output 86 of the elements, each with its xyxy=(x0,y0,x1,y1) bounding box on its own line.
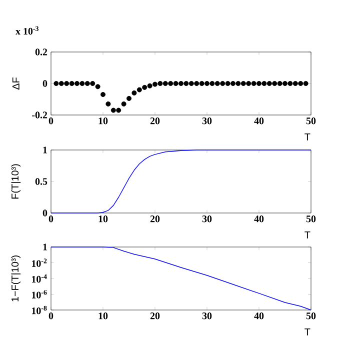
point xyxy=(246,80,252,86)
point xyxy=(84,80,90,86)
point xyxy=(168,80,174,86)
point xyxy=(225,80,230,86)
point xyxy=(54,80,59,86)
point xyxy=(162,80,168,86)
point xyxy=(214,80,220,86)
point xyxy=(204,80,210,86)
y-axis-title: 1−F(T|10³) xyxy=(11,256,21,302)
point xyxy=(282,80,288,86)
point xyxy=(288,80,293,86)
point xyxy=(95,84,100,90)
point xyxy=(256,80,262,86)
point xyxy=(69,80,74,86)
y-tick-label: 10$^{-8}$ xyxy=(32,306,47,314)
point xyxy=(298,80,304,86)
x-tick-label: 40 xyxy=(254,118,264,124)
x-axis-title: T xyxy=(304,328,310,336)
point xyxy=(220,80,226,86)
x-tick-label: 20 xyxy=(150,118,160,124)
point xyxy=(64,80,70,86)
point xyxy=(292,80,298,86)
y-tick-label: 0.5 xyxy=(35,178,48,185)
x-tick-label: 10 xyxy=(98,216,108,222)
y-axis-title: ΔF xyxy=(12,78,20,90)
point xyxy=(90,80,96,86)
point xyxy=(262,80,267,86)
x-tick-label: 20 xyxy=(150,216,160,222)
point xyxy=(194,80,200,86)
point xyxy=(236,80,241,86)
point xyxy=(58,80,64,86)
x-tick-label: 50 xyxy=(306,118,316,124)
x-tick-label: 20 xyxy=(150,312,160,320)
y-tick-label: 0 xyxy=(42,80,48,87)
y-tick-label: 10$^{-6}$ xyxy=(32,290,47,298)
y-tick-label: -0.2 xyxy=(32,112,48,118)
point xyxy=(272,80,278,86)
y-tick-label: 10$^{-2}$ xyxy=(32,258,47,267)
x-tick-label: 30 xyxy=(202,216,212,222)
point xyxy=(121,101,126,106)
point xyxy=(277,80,282,86)
x-axis-title: T xyxy=(304,134,310,140)
x-tick-label: 10 xyxy=(98,312,108,320)
line-series xyxy=(50,246,312,310)
point xyxy=(106,101,111,106)
x-tick-label: 40 xyxy=(254,216,264,222)
point xyxy=(136,87,142,92)
point xyxy=(74,80,80,86)
x-tick-label: 40 xyxy=(254,312,264,320)
point xyxy=(230,80,236,86)
y-axis-title: F(T|10³) xyxy=(11,164,21,199)
point xyxy=(147,83,152,88)
point xyxy=(173,80,178,86)
point xyxy=(178,80,184,86)
y-tick-label: 0.2 xyxy=(35,48,48,56)
x-tick-label: 50 xyxy=(306,216,316,222)
x-axis-title: T xyxy=(304,232,310,238)
x-tick-label: 30 xyxy=(202,118,212,124)
point xyxy=(142,84,148,90)
point xyxy=(158,80,163,86)
point xyxy=(210,80,215,86)
text: x 10$^{-3}$ xyxy=(16,26,39,35)
x-tick-label: 0 xyxy=(48,118,54,124)
point xyxy=(199,80,204,86)
point xyxy=(184,80,189,86)
y-tick-label: 10$^{-4}$ xyxy=(32,274,47,283)
point xyxy=(188,80,194,86)
point xyxy=(240,80,246,86)
x-tick-label: 30 xyxy=(202,312,212,320)
point xyxy=(110,108,116,113)
x-tick-label: 0 xyxy=(48,312,54,320)
y-tick-label: 1 xyxy=(43,244,47,250)
point xyxy=(303,80,308,86)
point xyxy=(80,80,85,86)
point xyxy=(251,80,256,86)
point xyxy=(116,108,122,113)
point xyxy=(132,90,137,96)
point xyxy=(152,82,158,87)
y-tick-label: 0 xyxy=(42,210,48,216)
x-tick-label: 50 xyxy=(306,312,316,320)
x-tick-label: 10 xyxy=(98,118,108,124)
x-tick-label: 0 xyxy=(48,216,54,222)
y-tick-label: 1 xyxy=(43,146,47,154)
point xyxy=(126,96,132,101)
point xyxy=(266,80,272,86)
point xyxy=(100,92,106,98)
